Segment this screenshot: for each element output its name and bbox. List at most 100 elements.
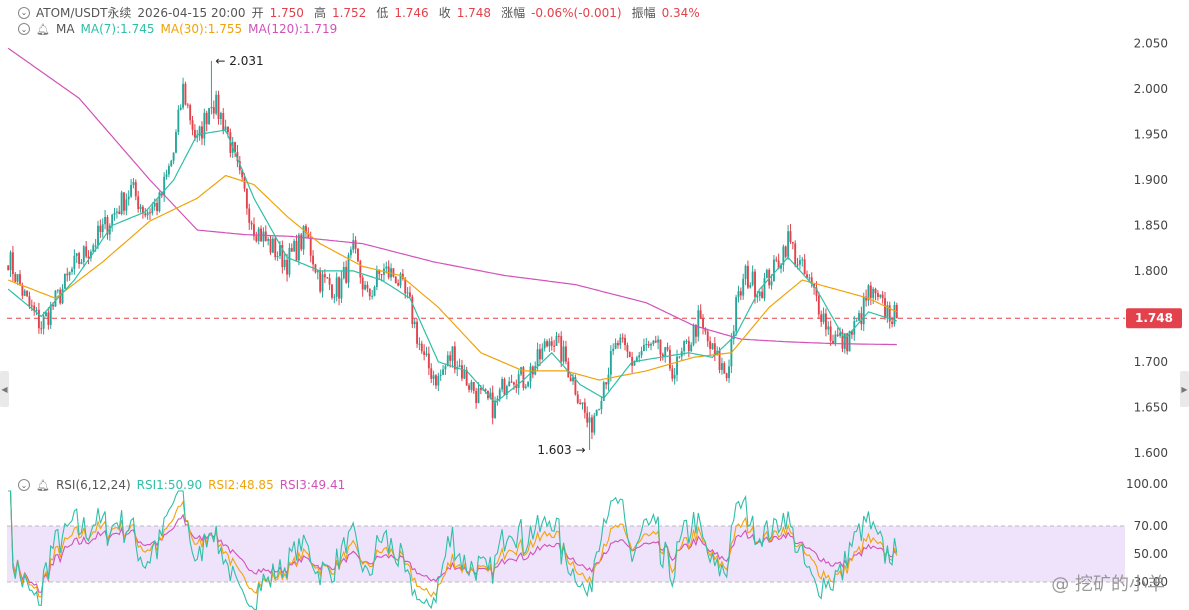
candle-body — [262, 231, 265, 242]
candle-body — [314, 264, 317, 273]
candle-body — [333, 296, 336, 298]
candle-body — [628, 351, 631, 357]
y-tick-label: 1.900 — [1134, 173, 1168, 187]
candle-body — [101, 224, 104, 232]
candle-body — [212, 107, 215, 114]
candle-body — [761, 291, 764, 299]
scroll-right-handle[interactable]: ▶ — [1180, 371, 1189, 407]
candle-body — [425, 353, 428, 355]
candle-body — [860, 313, 863, 325]
candle-body — [442, 369, 444, 375]
candle-body — [539, 349, 541, 360]
candle-body — [368, 288, 371, 297]
candle-body — [850, 331, 853, 335]
low-label: 低 — [376, 6, 389, 20]
candle-body — [274, 238, 277, 258]
candle-body — [156, 202, 159, 212]
collapse-chevron-icon[interactable]: ⌄ — [18, 6, 30, 19]
candle-body — [590, 417, 593, 433]
change-value: -0.06%(-0.001) — [531, 5, 622, 20]
close-value: 1.748 — [456, 5, 492, 20]
candle-body — [458, 365, 461, 367]
candle-body — [9, 252, 12, 271]
candle-body — [765, 269, 768, 279]
candle-body — [42, 316, 45, 329]
candle-body — [113, 212, 116, 215]
candle-body — [477, 388, 480, 403]
candle-body — [560, 336, 563, 362]
candle-body — [605, 382, 608, 385]
candle-body — [817, 295, 820, 315]
candle-body — [11, 252, 14, 275]
candle-body — [468, 385, 470, 390]
candle-body — [711, 343, 714, 349]
watermark: @ 挖矿的小羊 — [1051, 570, 1165, 596]
candle-body — [222, 113, 225, 131]
candle-body — [832, 340, 834, 344]
candle-body — [728, 366, 730, 379]
candle-body — [567, 361, 570, 378]
y-tick-label: 1.600 — [1134, 446, 1168, 460]
candle-body — [772, 259, 775, 282]
bell-icon[interactable]: 🔔︎ — [36, 478, 50, 492]
candle-body — [281, 245, 284, 268]
y-tick-label: 1.950 — [1134, 128, 1168, 142]
candle-body — [801, 259, 804, 261]
candle-body — [85, 246, 88, 257]
candle-body — [137, 196, 140, 210]
candle-body — [172, 152, 175, 161]
candle-body — [725, 373, 728, 379]
candle-body — [520, 367, 522, 375]
candle-body — [744, 265, 747, 279]
candle-body — [406, 292, 409, 294]
candle-body — [267, 238, 270, 241]
candle-body — [843, 333, 846, 349]
high-annotation: ← 2.031 — [215, 54, 263, 68]
candle-body — [609, 351, 612, 375]
candle-body — [718, 350, 721, 370]
candle-body — [494, 400, 496, 418]
candle-body — [28, 296, 31, 306]
candle-body — [550, 341, 553, 346]
bell-icon[interactable]: 🔔︎ — [36, 22, 50, 36]
candle-body — [26, 290, 29, 297]
candle-body — [598, 409, 600, 411]
candle-body — [616, 343, 619, 346]
collapse-chevron-icon[interactable]: ⌄ — [18, 23, 30, 35]
candle-body — [118, 211, 121, 214]
close-label: 收 — [438, 6, 451, 20]
candle-body — [588, 417, 591, 423]
candle-body — [673, 374, 676, 379]
candle-body — [21, 284, 24, 296]
candle-body — [312, 255, 315, 265]
collapse-chevron-icon[interactable]: ⌄ — [18, 479, 30, 491]
candle-body — [92, 245, 95, 252]
candle-body — [271, 238, 274, 253]
rsi-indicator-name: RSI(6,12,24) — [55, 478, 131, 492]
ma7-value: MA(7):1.745 — [80, 22, 155, 36]
candle-body — [498, 389, 501, 399]
candle-body — [153, 202, 156, 207]
candle-body — [30, 305, 33, 307]
candle-body — [789, 231, 792, 243]
candle-body — [496, 398, 499, 401]
candle-body — [141, 206, 144, 214]
candle-body — [286, 259, 289, 275]
candle-body — [659, 339, 662, 355]
candle-body — [361, 277, 364, 290]
candle-body — [784, 246, 787, 257]
candle-body — [803, 259, 806, 275]
candle-body — [309, 237, 312, 256]
scroll-left-handle[interactable]: ◀ — [0, 371, 9, 407]
candle-body — [71, 268, 73, 272]
candle-body — [227, 126, 229, 133]
candle-body — [503, 378, 506, 395]
candle-body — [720, 363, 723, 370]
candle-body — [848, 331, 851, 352]
candle-body — [371, 295, 374, 297]
candle-body — [706, 331, 709, 342]
candle-body — [167, 166, 170, 175]
candle-body — [430, 368, 433, 379]
candle-body — [151, 206, 154, 214]
candle-body — [149, 212, 151, 214]
